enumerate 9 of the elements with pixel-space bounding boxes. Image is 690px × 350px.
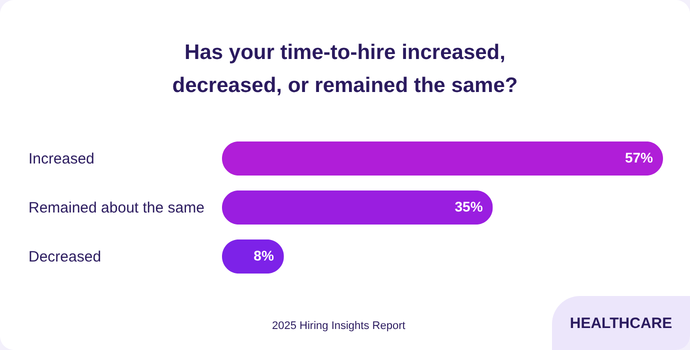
- text: 2025 Hiring Insights Report: [272, 320, 406, 332]
- y-tick-label: Decreased: [28, 248, 102, 266]
- data-label: 35%: [454, 198, 484, 214]
- chart-title: Has your time-to-hire increased, decreased, or remained the same?: [171, 40, 519, 99]
- y-tick-label: Increased: [28, 150, 94, 168]
- y-tick-label: Remained about the same: [28, 200, 204, 216]
- text: HEALTHCARE: [552, 296, 690, 350]
- data-label: 8%: [254, 248, 274, 264]
- data-label: 57%: [624, 150, 654, 166]
